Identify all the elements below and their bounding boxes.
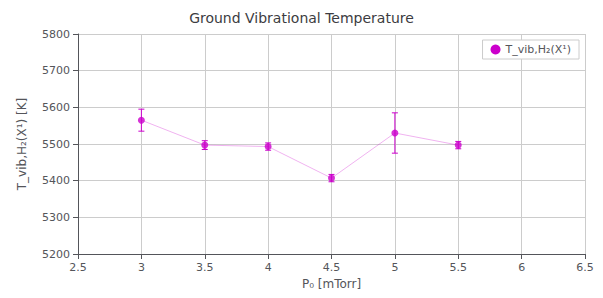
svg-text:3.5: 3.5	[196, 261, 214, 274]
svg-text:2.5: 2.5	[69, 261, 87, 274]
svg-text:4: 4	[265, 261, 272, 274]
svg-text:5200: 5200	[42, 248, 70, 261]
svg-text:5.5: 5.5	[450, 261, 468, 274]
svg-text:5600: 5600	[42, 101, 70, 114]
svg-text:5: 5	[391, 261, 398, 274]
svg-text:5400: 5400	[42, 174, 70, 187]
svg-text:5700: 5700	[42, 64, 70, 77]
svg-text:5500: 5500	[42, 138, 70, 151]
svg-text:6.5: 6.5	[576, 261, 594, 274]
svg-text:P₀ [mTorr]: P₀ [mTorr]	[302, 277, 361, 291]
svg-text:4.5: 4.5	[323, 261, 341, 274]
svg-text:T_vib,H₂(X¹): T_vib,H₂(X¹)	[505, 43, 571, 56]
svg-text:6: 6	[518, 261, 525, 274]
svg-text:3: 3	[138, 261, 145, 274]
svg-text:5800: 5800	[42, 28, 70, 41]
svg-text:T_vib,H₂(X¹) [K]: T_vib,H₂(X¹) [K]	[15, 98, 29, 191]
svg-text:5300: 5300	[42, 211, 70, 224]
svg-text:Ground Vibrational Temperature: Ground Vibrational Temperature	[189, 10, 414, 26]
